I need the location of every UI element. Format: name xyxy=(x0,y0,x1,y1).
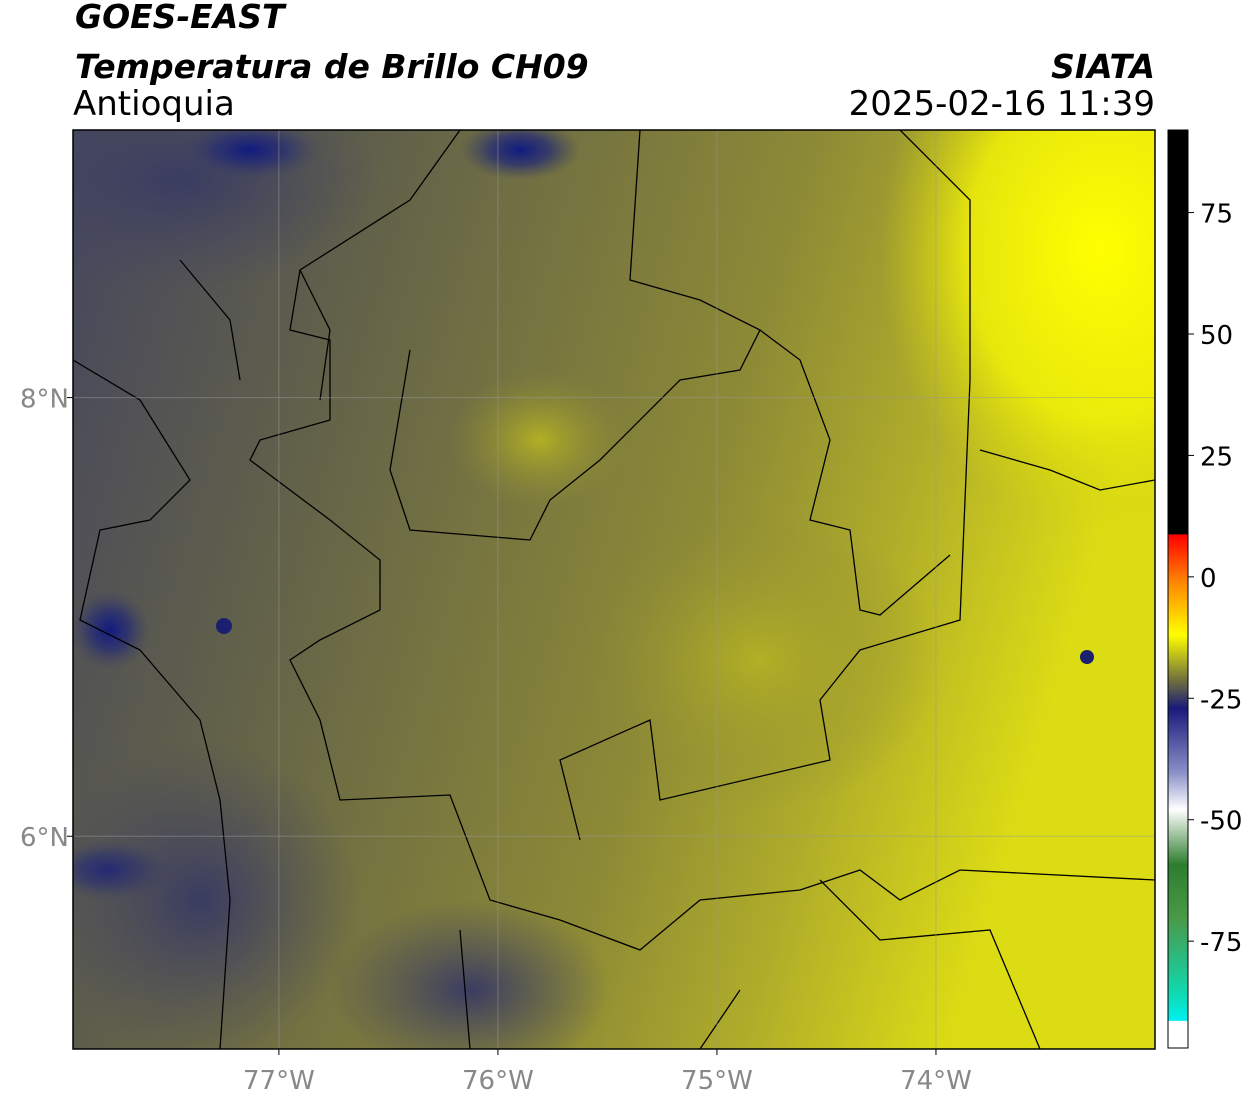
x-tick-label: 74°W xyxy=(900,1066,972,1096)
map-frame xyxy=(72,129,1156,1050)
colorbar-label: 0 xyxy=(1200,564,1217,594)
grid xyxy=(73,130,1155,1049)
colorbar-label: 25 xyxy=(1200,442,1233,472)
colorbar xyxy=(1167,129,1189,1049)
source: SIATA xyxy=(1051,47,1155,86)
x-tick-label: 77°W xyxy=(243,1066,315,1096)
subtitle: Temperatura de Brillo CH09 xyxy=(75,47,589,86)
colorbar-label: 75 xyxy=(1200,200,1233,230)
region: Antioquia xyxy=(73,84,235,124)
colorbar-label: -25 xyxy=(1200,685,1242,715)
colorbar-label: -75 xyxy=(1200,928,1242,958)
colorbar-label: 50 xyxy=(1200,321,1233,351)
x-tick-label: 76°W xyxy=(462,1066,534,1096)
y-tick-label: 6°N xyxy=(20,823,69,853)
title: GOES-EAST xyxy=(75,0,287,36)
datetime: 2025-02-16 11:39 xyxy=(849,84,1155,124)
y-tick-label: 8°N xyxy=(20,385,69,415)
x-tick-label: 75°W xyxy=(681,1066,753,1096)
colorbar-label: -50 xyxy=(1200,807,1242,837)
